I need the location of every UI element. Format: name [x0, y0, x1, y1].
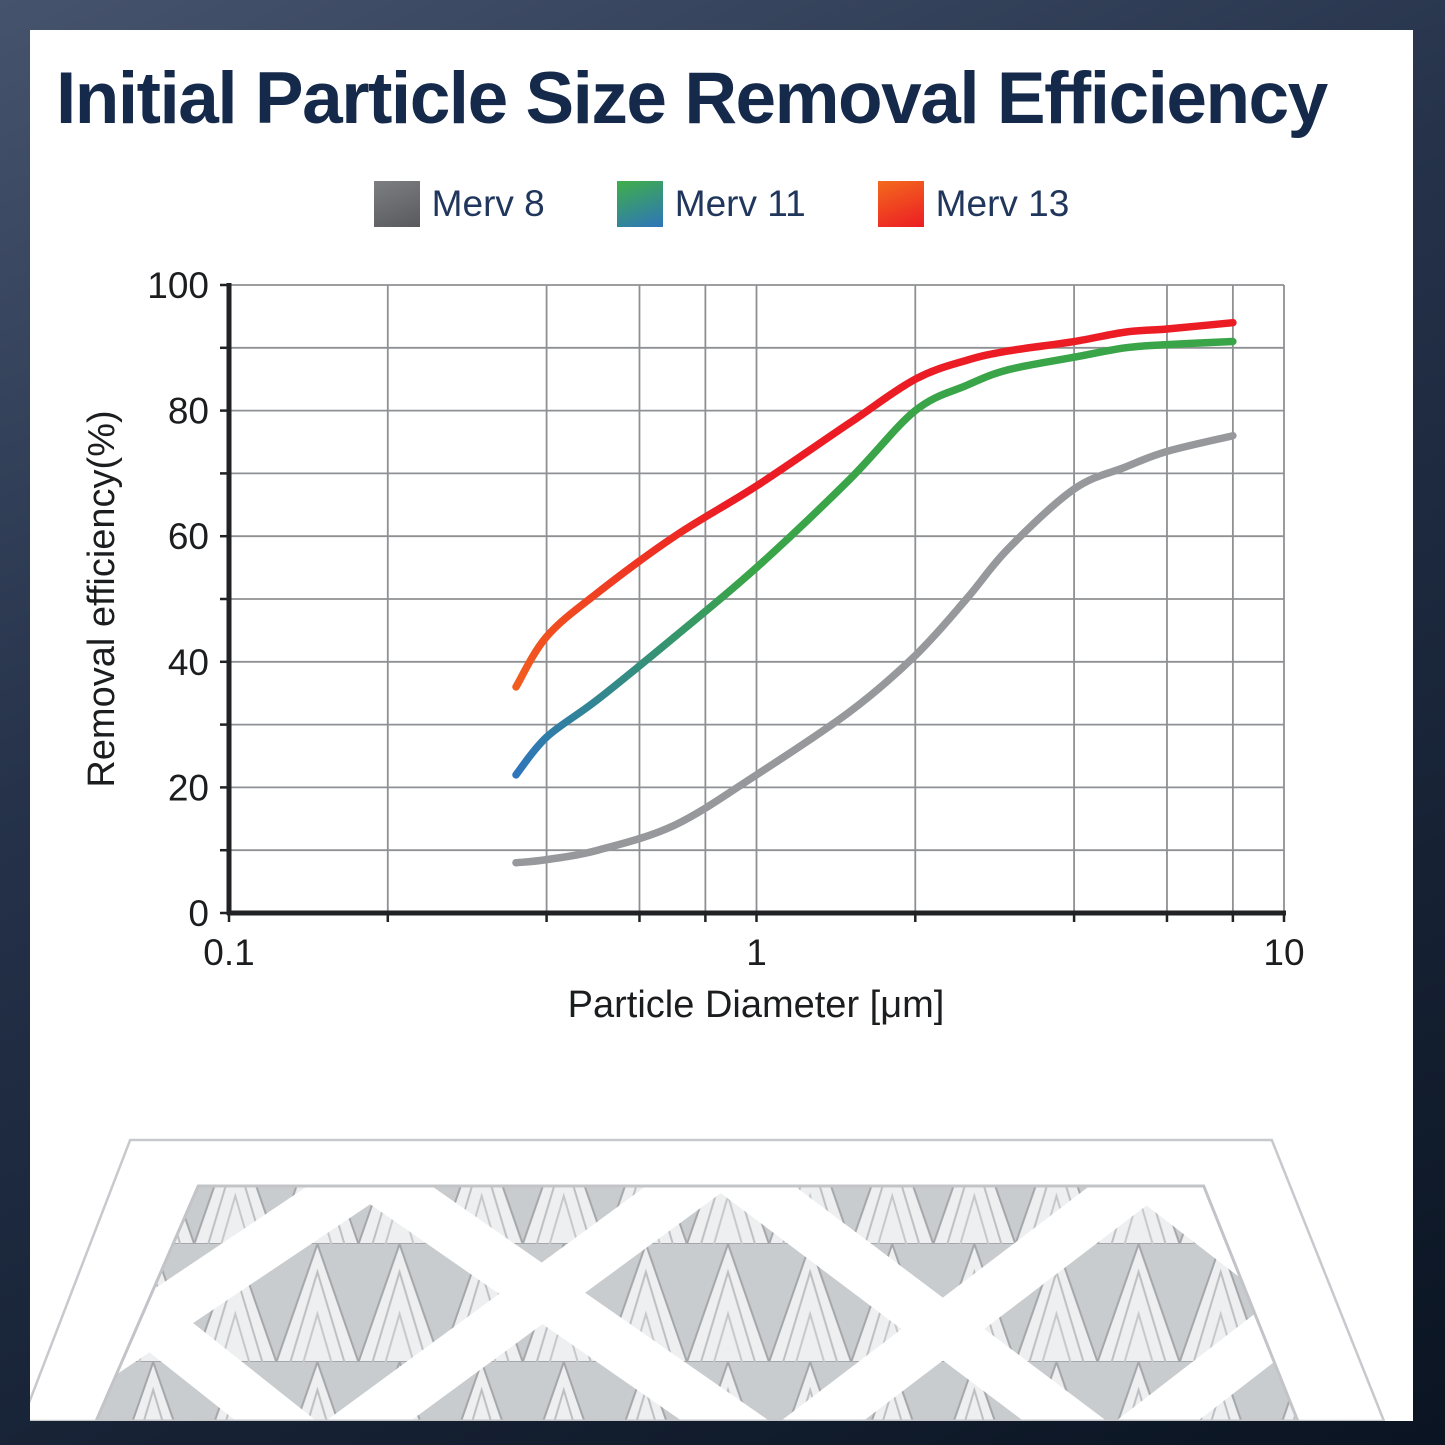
air-filter-image	[30, 1138, 1386, 1421]
series-line-merv-13	[512, 318, 1237, 691]
product-image-area	[30, 1126, 1413, 1421]
page: Initial Particle Size Removal Efficiency…	[30, 30, 1413, 1421]
x-axis-title: Particle Diameter [μm]	[568, 984, 945, 1026]
legend-label-merv-11: Merv 11	[674, 182, 806, 224]
y-axis-title: Removal efficiency(%)	[81, 410, 123, 787]
y-tick-label: 100	[147, 265, 209, 306]
y-tick-label: 20	[168, 767, 209, 808]
x-tick-label: 10	[1263, 932, 1304, 973]
legend-item-merv-11: Merv 11	[616, 180, 806, 227]
y-tick-label: 60	[168, 516, 209, 557]
chart-area: 0.1 1 10 0 20 40 60 80 100 Removal efficiency(%)…	[74, 263, 1413, 1033]
legend-swatch-merv-8	[373, 180, 420, 227]
x-tick-label: 0.1	[203, 932, 254, 973]
filter-opening-edge	[94, 1184, 1300, 1421]
legend-label-merv-13: Merv 13	[935, 182, 1070, 224]
series-line-merv-11	[512, 337, 1237, 779]
y-tick-label: 40	[168, 642, 209, 683]
legend-label-merv-8: Merv 8	[431, 182, 545, 224]
page-title: Initial Particle Size Removal Efficiency	[56, 58, 1328, 139]
series-line-merv-8	[512, 431, 1237, 867]
y-tick-label: 80	[168, 390, 209, 431]
filter-lattice-bar	[96, 1186, 1298, 1421]
chart-legend: Merv 8 Merv 11 Merv 13	[30, 180, 1413, 227]
legend-item-merv-13: Merv 13	[877, 180, 1070, 227]
chart-grid	[228, 283, 1285, 914]
legend-item-merv-8: Merv 8	[373, 180, 545, 227]
chart-series	[512, 318, 1237, 867]
legend-swatch-merv-13	[877, 180, 924, 227]
y-tick-label: 0	[188, 893, 209, 934]
x-tick-label: 1	[746, 932, 767, 973]
legend-swatch-merv-11	[616, 180, 663, 227]
